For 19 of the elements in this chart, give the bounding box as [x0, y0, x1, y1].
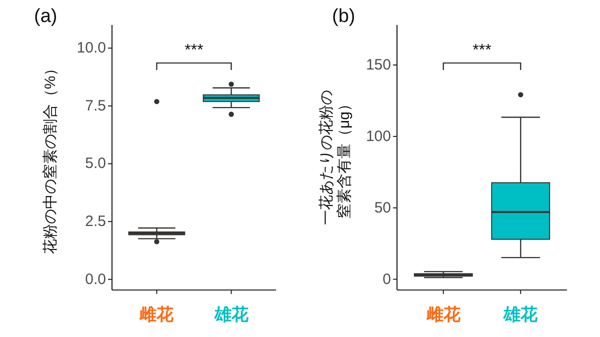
y-tick-label: 2.5	[85, 213, 106, 230]
x-tick-label: 雌花	[425, 305, 462, 324]
y-axis-title: 一花あたりの花粉の窒素含有量（μg）	[318, 90, 353, 225]
annotation: ***	[184, 42, 204, 59]
y-tick-label: 150	[366, 56, 391, 74]
chart-title: (a)	[34, 6, 58, 27]
x-tick-label: 雄花	[502, 305, 539, 324]
x-tick-label: 雌花	[138, 305, 175, 324]
y-tick-label: 50	[374, 199, 391, 216]
y-tick-label: 7.5	[85, 97, 106, 114]
y-tick-label: 100	[366, 128, 391, 145]
y-axis-title: 花粉の中の窒素の割合（%）	[42, 60, 59, 254]
y-tick-label: 0	[382, 270, 391, 288]
y-tick-label: 5.0	[85, 155, 106, 172]
y-tick-label: 0.0	[85, 270, 106, 288]
annotation: ***	[472, 42, 492, 59]
y-tick-label: 10.0	[76, 40, 106, 57]
chart-title: (b)	[332, 6, 356, 27]
x-tick-label: 雄花	[213, 305, 250, 324]
